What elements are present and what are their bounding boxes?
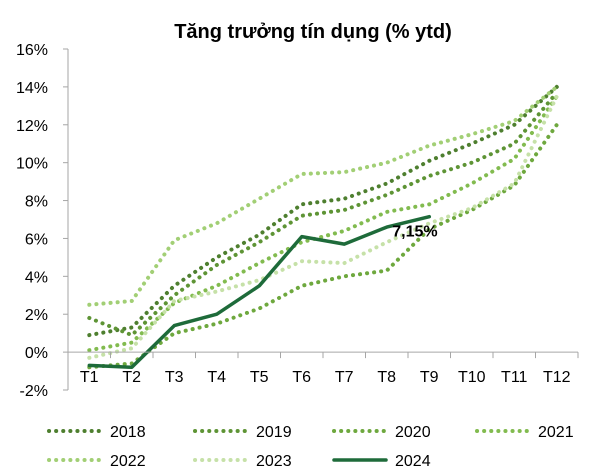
y-tick-label: 16% <box>16 42 48 59</box>
y-tick-label: 8% <box>25 194 48 211</box>
series-line-2018 <box>87 84 559 338</box>
x-tick-label: T10 <box>458 369 486 386</box>
legend-label: 2022 <box>110 453 146 470</box>
x-tick-label: T4 <box>207 369 226 386</box>
legend-label: 2019 <box>256 424 292 441</box>
x-tick-label: T12 <box>543 369 571 386</box>
y-tick-label: 12% <box>16 118 48 135</box>
series-line-2021 <box>87 94 559 353</box>
y-tick-label: 2% <box>25 307 48 324</box>
y-tick-label: 10% <box>16 156 48 173</box>
x-tick-label: T6 <box>292 369 311 386</box>
y-tick-label: 6% <box>25 231 48 248</box>
series-line-2024 <box>87 214 432 370</box>
legend-label: 2024 <box>395 453 431 470</box>
x-tick-label: T2 <box>122 369 141 386</box>
legend-label: 2021 <box>538 424 574 441</box>
series-line-2020 <box>87 122 559 370</box>
x-tick-label: T1 <box>80 369 99 386</box>
y-tick-label: -2% <box>20 383 48 400</box>
x-tick-label: T8 <box>377 369 396 386</box>
legend-label: 2020 <box>395 424 431 441</box>
series-line-2023 <box>87 94 559 360</box>
series-line-2022 <box>87 84 559 307</box>
y-tick-label: 4% <box>25 269 48 286</box>
legend-label: 2018 <box>110 424 146 441</box>
x-tick-label: T5 <box>250 369 269 386</box>
series-line-2019 <box>87 90 559 338</box>
x-tick-label: T11 <box>501 369 527 386</box>
x-tick-label: T7 <box>335 369 354 386</box>
x-tick-label: T3 <box>165 369 184 386</box>
y-tick-label: 0% <box>25 345 48 362</box>
x-tick-label: T9 <box>420 369 439 386</box>
chart-title: Tăng trưởng tín dụng (% ytd) <box>174 21 452 43</box>
legend-label: 2023 <box>256 453 292 470</box>
y-tick-label: 14% <box>16 80 48 97</box>
annotation-label: 7,15% <box>392 224 437 241</box>
